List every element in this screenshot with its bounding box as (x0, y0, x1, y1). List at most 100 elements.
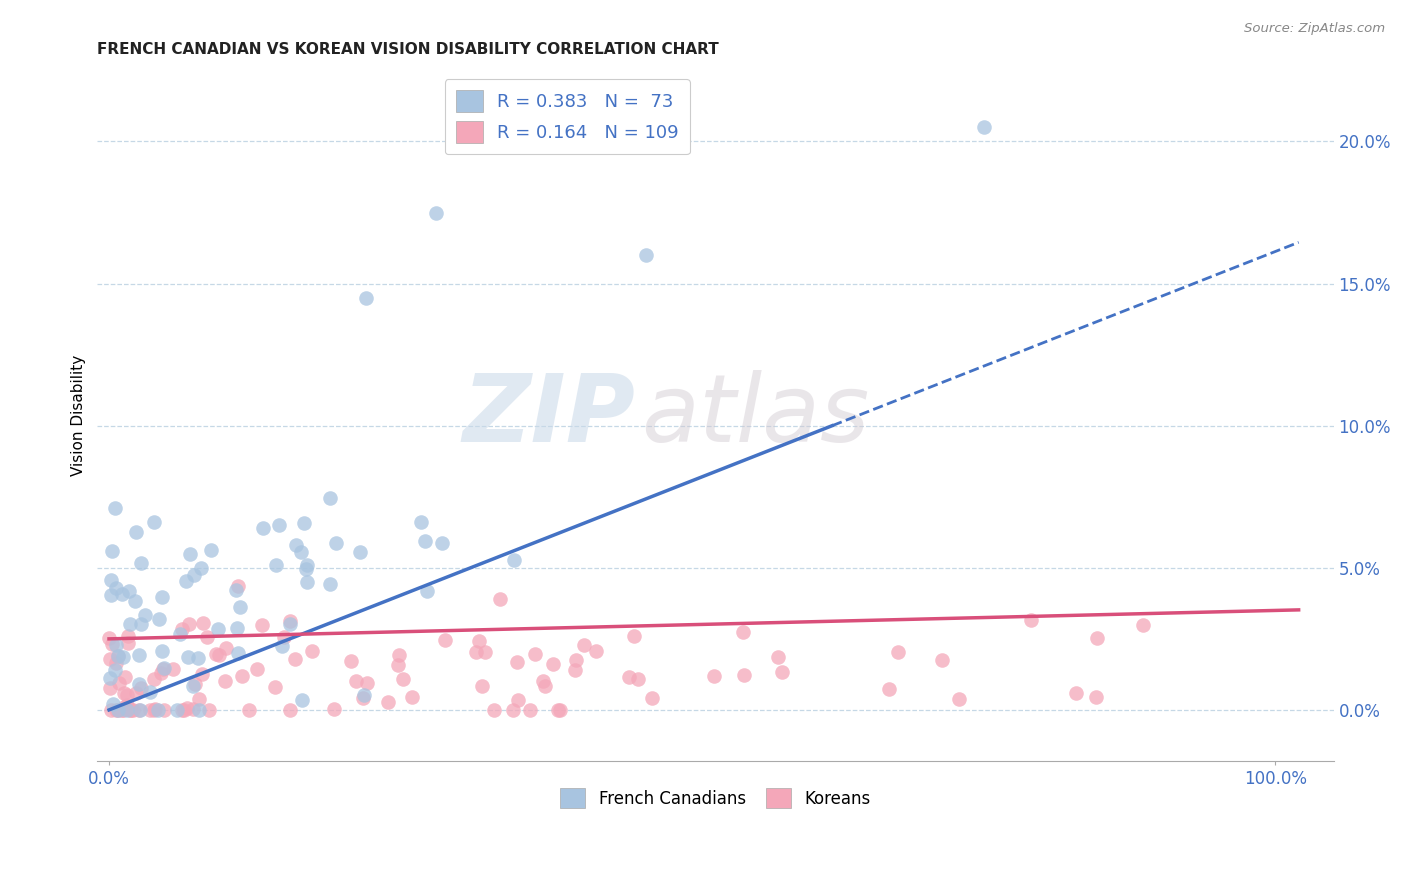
Point (170, 703, 193, 717)
Point (107, 703, 129, 717)
Point (931, 653, 953, 667)
Point (190, 560, 212, 574)
Point (226, 579, 249, 593)
Text: atlas: atlas (641, 370, 869, 461)
Point (319, 577, 342, 591)
Point (229, 599, 252, 614)
Text: ZIP: ZIP (463, 370, 636, 462)
Point (184, 677, 207, 691)
Point (104, 500, 127, 515)
Point (101, 544, 124, 558)
Point (101, 637, 124, 651)
Point (100, 574, 122, 588)
Point (146, 703, 169, 717)
Point (278, 614, 301, 628)
Point (98, 681, 121, 695)
Point (948, 691, 970, 706)
Point (118, 584, 141, 599)
Point (541, 657, 564, 671)
Point (887, 645, 910, 659)
Point (533, 679, 555, 693)
Point (264, 680, 287, 694)
Point (468, 634, 491, 648)
Point (301, 643, 323, 657)
Point (104, 663, 127, 677)
Point (187, 651, 209, 665)
Point (124, 594, 146, 608)
Point (292, 516, 315, 531)
Point (124, 686, 146, 700)
Point (111, 703, 134, 717)
Point (118, 703, 141, 717)
Point (111, 587, 134, 601)
Point (150, 644, 173, 658)
Point (523, 648, 546, 662)
Point (208, 648, 231, 663)
Point (153, 661, 176, 675)
Point (768, 649, 790, 664)
Point (112, 650, 135, 665)
Point (339, 654, 361, 668)
Point (104, 656, 127, 670)
Legend: French Canadians, Koreans: French Canadians, Koreans (554, 781, 877, 815)
Point (353, 688, 375, 702)
Point (143, 703, 166, 717)
Point (1019, 613, 1042, 627)
Point (519, 703, 541, 717)
Point (401, 690, 423, 705)
Point (354, 291, 377, 305)
Point (271, 639, 294, 653)
Point (703, 669, 725, 683)
Point (98, 631, 121, 645)
Point (139, 685, 162, 699)
Point (148, 612, 170, 626)
Point (502, 703, 524, 717)
Point (349, 545, 371, 559)
Point (322, 702, 344, 716)
Point (110, 703, 132, 717)
Point (731, 625, 754, 640)
Point (105, 638, 128, 652)
Point (176, 701, 198, 715)
Text: Source: ZipAtlas.com: Source: ZipAtlas.com (1244, 22, 1385, 36)
Point (129, 616, 152, 631)
Point (238, 703, 260, 717)
Point (115, 698, 138, 713)
Point (252, 521, 274, 535)
Point (214, 673, 236, 688)
Point (187, 692, 209, 706)
Point (128, 703, 150, 717)
Point (319, 491, 342, 505)
Point (191, 666, 214, 681)
Point (122, 703, 145, 717)
Point (129, 557, 152, 571)
Point (280, 616, 302, 631)
Point (114, 670, 136, 684)
Point (297, 574, 319, 589)
Point (174, 574, 197, 589)
Point (100, 588, 122, 602)
Point (547, 703, 569, 717)
Point (152, 662, 174, 676)
Point (733, 668, 755, 682)
Point (1085, 631, 1108, 645)
Point (641, 690, 664, 705)
Point (120, 703, 142, 717)
Text: FRENCH CANADIAN VS KOREAN VISION DISABILITY CORRELATION CHART: FRENCH CANADIAN VS KOREAN VISION DISABIL… (97, 42, 718, 57)
Point (134, 607, 156, 622)
Point (112, 699, 135, 714)
Point (973, 120, 995, 135)
Point (387, 657, 409, 672)
Point (770, 665, 793, 679)
Point (284, 652, 307, 666)
Point (115, 688, 138, 702)
Point (117, 630, 139, 644)
Point (325, 536, 347, 550)
Point (264, 558, 287, 572)
Point (388, 648, 411, 662)
Point (173, 703, 195, 717)
Point (104, 581, 127, 595)
Point (564, 663, 586, 677)
Point (1132, 618, 1154, 632)
Point (105, 703, 128, 717)
